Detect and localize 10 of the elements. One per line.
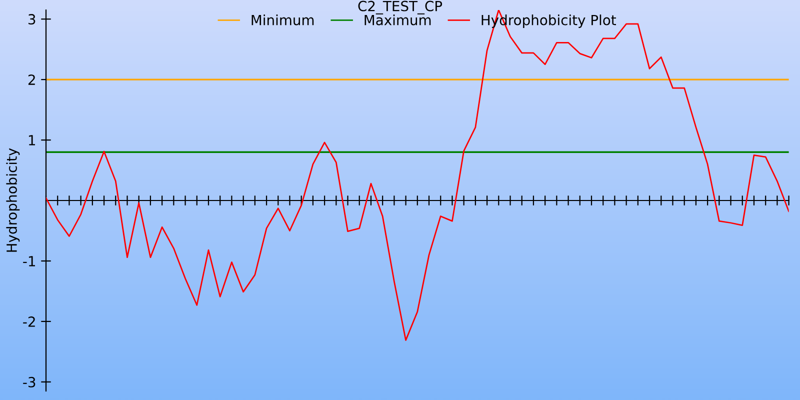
y-tick-label: -2 [23,316,35,327]
legend-label: Maximum [364,14,431,26]
legend-label: Minimum [252,14,314,26]
y-tick-label: -1 [23,256,35,266]
y-axis-title: Hydrophobicity [6,148,20,252]
y-tick-label: -3 [23,376,36,388]
y-tick-label: 2 [28,74,35,85]
y-tick-label: 1 [28,135,35,146]
chart-title: C2_TEST_CP [358,0,442,14]
y-tick-label: 3 [28,14,36,25]
